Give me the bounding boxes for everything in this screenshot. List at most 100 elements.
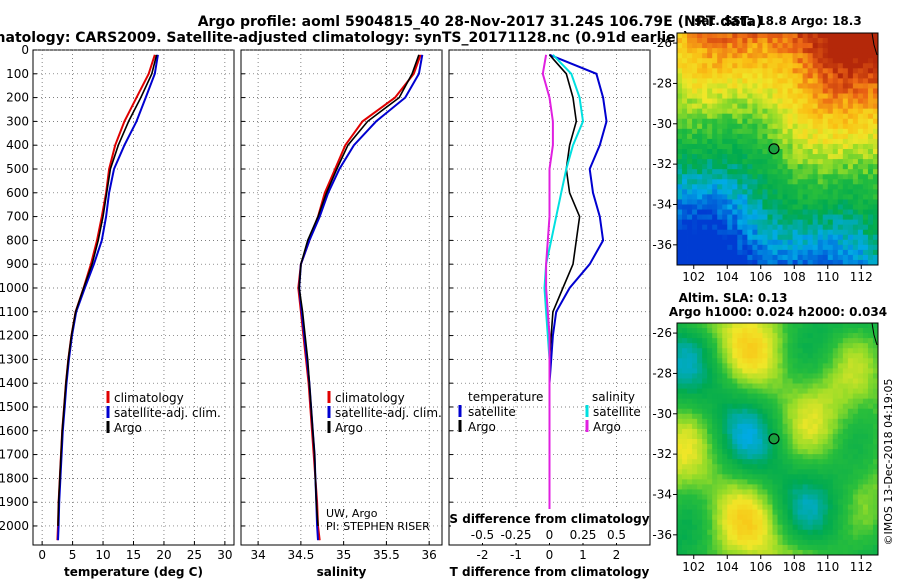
map-cell	[872, 43, 879, 49]
map-cell	[852, 93, 859, 99]
map-cell	[752, 33, 758, 39]
map-cell	[862, 108, 869, 115]
map-cell	[857, 43, 864, 49]
map-cell	[762, 348, 768, 354]
map-cell	[837, 169, 844, 175]
map-cell	[842, 209, 849, 215]
map-cell	[782, 428, 788, 435]
map-cell	[742, 524, 748, 531]
svg-text:Argo: Argo	[593, 420, 621, 434]
secondary-tick-label: 0.5	[607, 528, 626, 542]
map-cell	[742, 189, 748, 195]
map-cell	[802, 519, 809, 526]
map-cell	[777, 169, 783, 175]
map-cell	[867, 524, 874, 531]
map-cell	[712, 474, 718, 480]
map-cell	[872, 343, 879, 349]
map-cell	[767, 88, 773, 94]
map-cell	[772, 73, 778, 79]
map-cell	[682, 133, 688, 140]
map-cell	[697, 149, 703, 155]
map-cell	[832, 149, 839, 155]
map-cell	[732, 333, 738, 339]
map-cell	[692, 388, 698, 395]
map-cell	[837, 78, 844, 84]
map-cell	[727, 118, 733, 125]
map-cell	[827, 189, 834, 195]
y-tick-label: 2000	[0, 519, 29, 533]
map-cell	[852, 199, 859, 205]
map-cell	[872, 549, 879, 556]
map-cell	[742, 58, 748, 64]
map-cell	[677, 428, 683, 435]
map-cell	[762, 143, 768, 150]
x-tick-label: 35.5	[373, 548, 400, 562]
map-cell	[827, 469, 834, 475]
map-cell	[782, 504, 788, 511]
map-cell	[742, 179, 748, 185]
map-cell	[852, 368, 859, 374]
map-cell	[742, 149, 748, 155]
map-cell	[732, 254, 738, 261]
map-cell	[742, 229, 748, 236]
map-cell	[827, 239, 834, 246]
map-cell	[687, 479, 693, 485]
map-cell	[722, 378, 728, 384]
map-cell	[777, 43, 783, 49]
map-cell	[862, 48, 869, 54]
map-cell	[842, 229, 849, 236]
map-cell	[727, 469, 733, 475]
map-cell	[712, 348, 718, 354]
map-cell	[807, 388, 814, 395]
map-cell	[797, 123, 804, 130]
map-cell	[722, 214, 728, 221]
map-cell	[822, 214, 829, 221]
x-tick-label: 112	[850, 560, 873, 574]
map-cell	[842, 83, 849, 89]
map-cell	[722, 244, 728, 251]
map-cell	[687, 544, 693, 551]
map-cell	[867, 143, 874, 150]
map-cell	[692, 234, 698, 241]
map-cell	[862, 474, 869, 480]
map-cell	[777, 408, 783, 415]
map-cell	[802, 504, 809, 511]
map-cell	[752, 174, 758, 180]
map-cell	[752, 219, 758, 226]
map-cell	[822, 73, 829, 79]
map-cell	[852, 454, 859, 460]
map-cell	[772, 128, 778, 135]
map-cell	[777, 128, 783, 135]
map-cell	[772, 484, 778, 490]
map-cell	[717, 479, 723, 485]
map-cell	[752, 353, 758, 359]
map-cell	[872, 219, 879, 226]
map-cell	[717, 128, 723, 135]
map-cell	[722, 154, 728, 160]
map-cell	[797, 388, 804, 395]
map-cell	[827, 98, 834, 105]
x-tick-label: 2	[613, 548, 621, 562]
map-cell	[707, 164, 713, 170]
map-cell	[692, 169, 698, 175]
map-cell	[732, 88, 738, 94]
map-cell	[697, 439, 703, 445]
map-cell	[827, 103, 834, 110]
map-cell	[727, 43, 733, 49]
map-cell	[772, 464, 778, 470]
map-cell	[837, 343, 844, 349]
map-cell	[707, 209, 713, 215]
map-cell	[862, 169, 869, 175]
map-cell	[782, 229, 788, 236]
map-cell	[832, 244, 839, 251]
map-cell	[762, 519, 768, 526]
map-cell	[687, 108, 693, 115]
map-cell	[837, 509, 844, 516]
map-cell	[747, 539, 753, 546]
map-cell	[782, 338, 788, 344]
map-cell	[862, 484, 869, 490]
map-cell	[822, 154, 829, 160]
map-cell	[867, 418, 874, 425]
map-cell	[847, 348, 854, 354]
map-cell	[782, 169, 788, 175]
